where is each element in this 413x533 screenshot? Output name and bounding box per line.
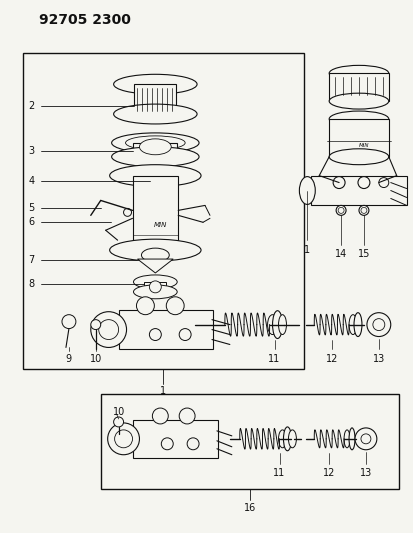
Circle shape — [358, 205, 368, 215]
Circle shape — [149, 328, 161, 341]
Text: 13: 13 — [359, 467, 371, 478]
Ellipse shape — [112, 133, 199, 153]
Circle shape — [149, 281, 161, 293]
Circle shape — [372, 319, 384, 330]
Text: 9: 9 — [66, 354, 72, 365]
Text: 10: 10 — [89, 354, 102, 365]
Text: 12: 12 — [322, 467, 335, 478]
Ellipse shape — [278, 314, 286, 335]
Text: 1: 1 — [160, 386, 166, 396]
Ellipse shape — [141, 248, 169, 262]
Text: 7: 7 — [28, 255, 34, 265]
Text: 4: 4 — [28, 175, 34, 185]
Ellipse shape — [267, 314, 277, 335]
Text: 11: 11 — [268, 354, 280, 365]
Ellipse shape — [278, 430, 286, 448]
Ellipse shape — [283, 427, 291, 451]
Text: 12: 12 — [325, 354, 337, 365]
Circle shape — [90, 312, 126, 348]
Circle shape — [123, 208, 131, 216]
Circle shape — [179, 408, 195, 424]
Ellipse shape — [328, 111, 388, 127]
Circle shape — [161, 438, 173, 450]
Bar — [23, 53, 304, 369]
Bar — [100, 394, 398, 489]
Text: 16: 16 — [243, 503, 255, 513]
Text: 13: 13 — [372, 354, 384, 365]
Bar — [144, 282, 166, 292]
Text: 6: 6 — [28, 217, 34, 227]
Ellipse shape — [113, 104, 197, 124]
Ellipse shape — [113, 74, 197, 94]
Ellipse shape — [272, 311, 282, 338]
Ellipse shape — [133, 275, 177, 289]
Circle shape — [332, 176, 344, 189]
Ellipse shape — [328, 149, 388, 165]
Text: 92705 2300: 92705 2300 — [39, 13, 131, 27]
Circle shape — [136, 297, 154, 314]
Circle shape — [357, 176, 369, 189]
Ellipse shape — [148, 175, 172, 187]
Text: 2: 2 — [28, 101, 34, 111]
Circle shape — [114, 430, 132, 448]
Circle shape — [366, 313, 390, 336]
Text: 11: 11 — [273, 467, 285, 478]
Ellipse shape — [109, 165, 201, 187]
Bar — [118, 310, 212, 350]
Bar — [311, 175, 406, 205]
Circle shape — [179, 328, 191, 341]
Circle shape — [113, 417, 123, 427]
Ellipse shape — [133, 285, 177, 299]
Ellipse shape — [288, 430, 296, 448]
Text: 1: 1 — [304, 245, 310, 255]
Circle shape — [378, 177, 388, 188]
Text: 8: 8 — [28, 279, 34, 289]
Circle shape — [187, 438, 199, 450]
Ellipse shape — [353, 313, 361, 336]
Bar — [328, 119, 388, 157]
Bar — [133, 420, 217, 458]
Ellipse shape — [112, 147, 199, 167]
Text: 5: 5 — [28, 204, 34, 213]
Circle shape — [354, 428, 376, 450]
Circle shape — [152, 408, 168, 424]
Ellipse shape — [343, 430, 349, 448]
Text: MIN: MIN — [358, 143, 368, 148]
Text: MIN: MIN — [153, 222, 166, 228]
Bar — [134, 84, 176, 114]
Ellipse shape — [139, 139, 171, 155]
Ellipse shape — [299, 176, 315, 205]
Text: 10: 10 — [112, 407, 124, 417]
Bar — [132, 175, 178, 250]
Polygon shape — [137, 259, 173, 273]
Ellipse shape — [125, 136, 185, 150]
Ellipse shape — [109, 239, 201, 261]
Bar — [133, 143, 177, 157]
Circle shape — [62, 314, 76, 328]
Text: 3: 3 — [28, 146, 34, 156]
Ellipse shape — [348, 428, 354, 450]
Bar — [328, 74, 388, 101]
Ellipse shape — [348, 314, 356, 335]
Circle shape — [90, 320, 100, 329]
Circle shape — [166, 297, 184, 314]
Text: 15: 15 — [357, 249, 369, 259]
Polygon shape — [157, 173, 165, 183]
Text: 14: 14 — [334, 249, 347, 259]
Circle shape — [335, 205, 345, 215]
Circle shape — [98, 320, 118, 340]
Ellipse shape — [328, 93, 388, 109]
Ellipse shape — [328, 66, 388, 81]
Circle shape — [360, 434, 370, 444]
Circle shape — [107, 423, 139, 455]
